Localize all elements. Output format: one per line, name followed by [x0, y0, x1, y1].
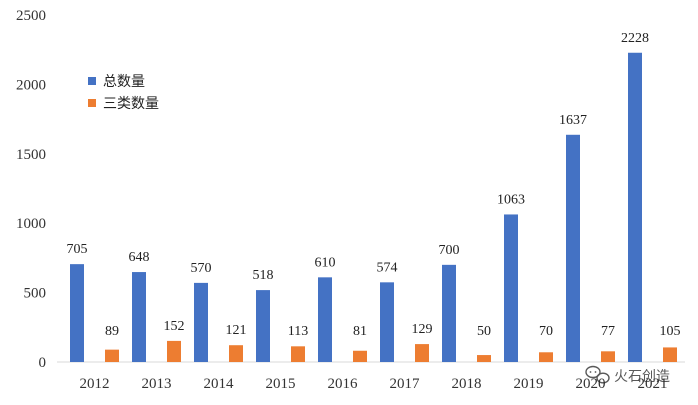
legend-item-total: 总数量 — [88, 74, 145, 90]
bars — [70, 52, 677, 362]
bar-total — [70, 264, 84, 362]
data-label-class-three: 81 — [353, 324, 367, 339]
x-axis: 2012 2013 2014 2015 2016 2017 2018 2019 2020 2021 — [57, 361, 685, 392]
data-label-class-three: 89 — [105, 324, 119, 339]
bar-total — [194, 282, 208, 362]
data-label-class-three: 50 — [477, 324, 491, 339]
legend-label-class-three: 三类数量 — [103, 96, 159, 112]
y-tick-label: 2000 — [16, 77, 46, 93]
y-tick-label: 0 — [39, 355, 47, 371]
bar-total — [566, 134, 580, 362]
data-label-total: 610 — [315, 255, 336, 270]
bar-class-three — [291, 346, 305, 362]
bar-total — [628, 52, 642, 362]
x-tick-label: 2013 — [142, 376, 172, 392]
data-label-class-three: 105 — [660, 324, 681, 339]
data-label-total: 570 — [191, 261, 212, 276]
y-tick-label: 500 — [24, 286, 47, 302]
x-tick-label: 2012 — [80, 376, 110, 392]
bar-class-three — [229, 345, 243, 362]
bar-class-three — [105, 349, 119, 362]
data-label-class-three: 113 — [288, 324, 308, 339]
data-label-class-three: 152 — [164, 319, 185, 334]
x-tick-label: 2015 — [266, 376, 296, 392]
bar-class-three — [663, 347, 677, 362]
legend-item-class-three: 三类数量 — [88, 96, 159, 112]
bar-class-three — [477, 355, 491, 362]
data-label-total: 705 — [67, 242, 88, 257]
x-tick-label: 2021 — [638, 376, 668, 392]
data-label-class-three: 77 — [601, 324, 615, 339]
bar-class-three — [167, 340, 181, 362]
bar-class-three — [353, 350, 367, 362]
data-label-class-three: 121 — [226, 323, 247, 338]
watermark: 火石创造 — [585, 365, 670, 385]
x-tick-label: 2019 — [514, 376, 544, 392]
x-tick-label: 2017 — [390, 376, 421, 392]
bar-total — [318, 277, 332, 362]
data-label-class-three: 129 — [412, 322, 433, 337]
data-label-total: 648 — [129, 250, 150, 265]
x-tick-label: 2020 — [576, 376, 606, 392]
watermark-text: 火石创造 — [614, 369, 670, 385]
data-labels: 705 89 648 152 570 121 518 113 610 81 574 129 700 50 1… — [67, 31, 681, 339]
legend-label-total: 总数量 — [103, 74, 145, 90]
data-label-total: 1063 — [497, 192, 525, 207]
legend-swatch-class-three — [88, 99, 96, 107]
bar-total — [442, 264, 456, 362]
bar-total — [380, 282, 394, 362]
bar-class-three — [539, 352, 553, 362]
data-label-total: 518 — [253, 268, 274, 283]
x-tick-label: 2014 — [204, 376, 235, 392]
data-label-class-three: 70 — [539, 324, 553, 339]
data-label-total: 700 — [439, 243, 460, 258]
bar-class-three — [415, 344, 429, 362]
data-label-total: 2228 — [621, 31, 649, 46]
bar-total — [256, 290, 270, 362]
y-axis: 0 500 1000 1500 2000 2500 — [16, 8, 46, 371]
chat-bubbles-icon — [585, 365, 610, 384]
legend: 总数量 三类数量 — [88, 74, 159, 112]
y-tick-label: 1500 — [16, 147, 46, 163]
bar-class-three — [601, 351, 615, 362]
bar-total — [132, 272, 146, 362]
y-tick-label: 2500 — [16, 8, 46, 24]
data-label-total: 1637 — [559, 113, 587, 128]
x-tick-label: 2018 — [452, 376, 482, 392]
y-tick-label: 1000 — [16, 216, 46, 232]
data-label-total: 574 — [377, 260, 398, 275]
legend-swatch-total — [88, 77, 96, 85]
x-tick-label: 2016 — [328, 376, 359, 392]
bar-total — [504, 214, 518, 362]
